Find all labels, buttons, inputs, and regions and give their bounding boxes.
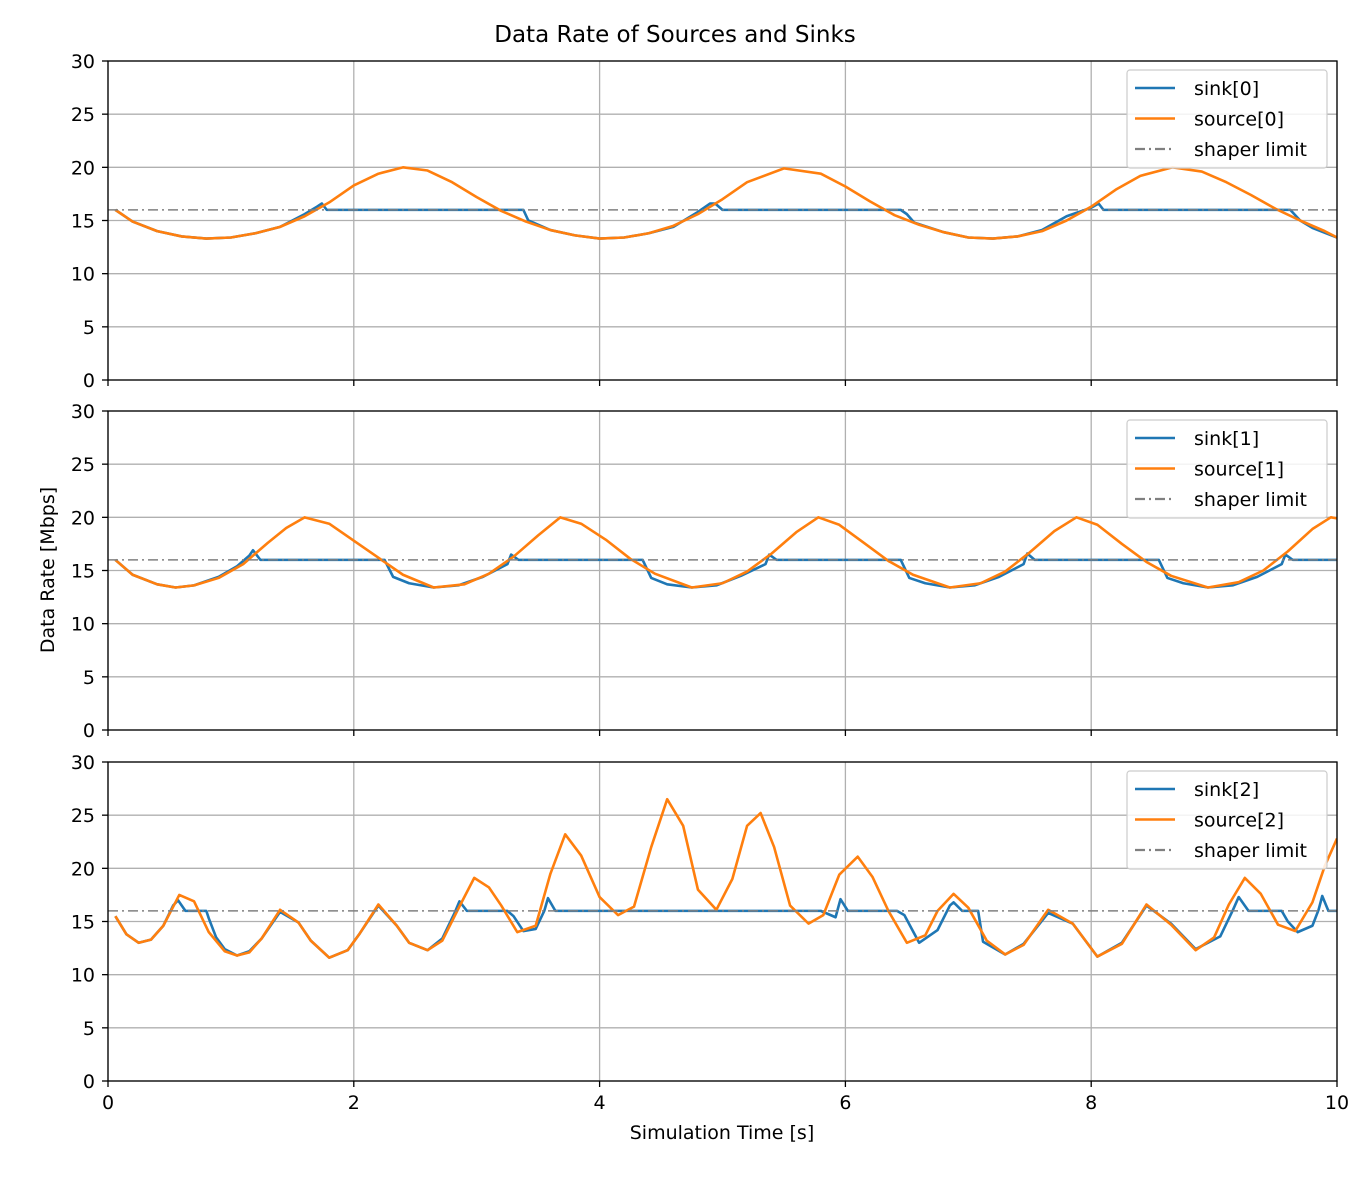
chart-title: Data Rate of Sources and Sinks xyxy=(494,22,856,48)
legend-label: shaper limit xyxy=(1194,840,1307,862)
series-line-source-2- xyxy=(114,797,1337,959)
legend-label: sink[1] xyxy=(1194,428,1259,450)
x-tick-label: 6 xyxy=(839,1092,851,1114)
series-line-source-1- xyxy=(114,516,1337,589)
series-group xyxy=(108,797,1337,959)
y-tick-label: 0 xyxy=(83,370,95,392)
y-tick-label: 30 xyxy=(71,51,95,73)
series-line-sink-0- xyxy=(114,202,1337,240)
legend-box xyxy=(1126,419,1328,519)
series-group xyxy=(108,166,1337,240)
y-tick-label: 20 xyxy=(71,858,95,880)
series-line-source-0- xyxy=(114,166,1337,240)
x-axis-label: Simulation Time [s] xyxy=(630,1122,815,1144)
y-tick-label: 5 xyxy=(83,317,95,339)
y-tick-label: 25 xyxy=(71,805,95,827)
y-axis-label: Data Rate [Mbps] xyxy=(37,487,59,653)
y-tick-label: 30 xyxy=(71,752,95,774)
subplot-0: 0 5 10 15 20 25 30 sink[0] source[0] shaper limit xyxy=(71,51,1338,392)
y-tick-label: 15 xyxy=(71,561,95,583)
x-tick-label: 2 xyxy=(348,1092,360,1114)
legend-box xyxy=(1126,770,1328,870)
series-group xyxy=(108,516,1337,589)
y-tick-label: 15 xyxy=(71,211,95,233)
legend-label: shaper limit xyxy=(1194,139,1307,161)
legend: sink[1] source[1] shaper limit xyxy=(1126,419,1328,519)
y-tick-label: 25 xyxy=(71,104,95,126)
y-tick-label: 30 xyxy=(71,401,95,423)
x-tick-label: 8 xyxy=(1085,1092,1097,1114)
x-tick-label: 0 xyxy=(102,1092,114,1114)
legend-label: source[0] xyxy=(1194,109,1284,131)
legend-label: source[2] xyxy=(1194,810,1284,832)
legend: sink[2] source[2] shaper limit xyxy=(1126,770,1328,870)
y-tick-label: 10 xyxy=(71,614,95,636)
legend-label: sink[2] xyxy=(1194,779,1259,801)
y-tick-label: 20 xyxy=(71,507,95,529)
x-tick-label: 4 xyxy=(594,1092,606,1114)
series-line-sink-2- xyxy=(114,894,1337,959)
y-tick-label: 5 xyxy=(83,1018,95,1040)
legend-label: sink[0] xyxy=(1194,78,1259,100)
x-tick-label: 10 xyxy=(1325,1092,1349,1114)
y-tick-label: 20 xyxy=(71,157,95,179)
subplot-2: 0 2 4 6 8 10 0 5 10 15 20 25 30 sink[2] source[2] shape… xyxy=(71,752,1349,1114)
y-tick-label: 10 xyxy=(71,264,95,286)
legend-label: source[1] xyxy=(1194,459,1284,481)
legend-label: shaper limit xyxy=(1194,489,1307,511)
y-tick-label: 10 xyxy=(71,965,95,987)
y-tick-label: 0 xyxy=(83,1071,95,1093)
y-tick-label: 0 xyxy=(83,720,95,742)
legend-box xyxy=(1126,69,1328,169)
y-tick-label: 5 xyxy=(83,667,95,689)
legend: sink[0] source[0] shaper limit xyxy=(1126,69,1328,169)
y-tick-label: 15 xyxy=(71,912,95,934)
y-tick-label: 25 xyxy=(71,454,95,476)
subplot-1: 0 5 10 15 20 25 30 sink[1] source[1] shaper limit xyxy=(71,401,1338,742)
